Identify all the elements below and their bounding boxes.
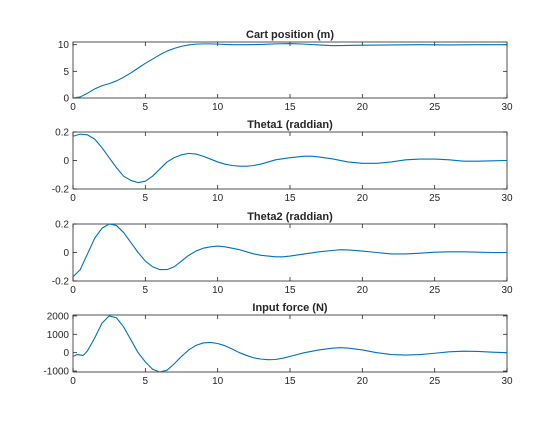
theta2-x-tick-label: 0 xyxy=(70,285,76,296)
cart-position-y-tick-label: 0 xyxy=(63,94,69,105)
input-force-y-tick-label: 2000 xyxy=(47,311,70,322)
theta1-plot-box xyxy=(72,131,508,190)
cart-position-series-line xyxy=(73,43,507,98)
theta2-x-tick-label: 10 xyxy=(212,285,224,296)
input-force-series-line xyxy=(73,315,507,372)
input-force-x-tick-label: 0 xyxy=(70,376,76,387)
theta2-x-tick-label: 25 xyxy=(429,285,441,296)
input-force-plot-box xyxy=(72,314,508,373)
theta2-series-line xyxy=(73,224,507,278)
input-force-y-tick-label: 1000 xyxy=(47,330,70,341)
cart-position-plot-box xyxy=(72,41,508,99)
theta2-title: Theta2 (raddian) xyxy=(247,211,333,223)
theta2-x-tick-label: 30 xyxy=(501,285,513,296)
cart-position-title: Cart position (m) xyxy=(246,29,334,41)
theta1-x-tick-label: 30 xyxy=(501,193,513,204)
theta1-y-tick-label: 0 xyxy=(63,156,69,167)
theta1-series-line xyxy=(73,133,507,184)
theta1-x-tick-label: 15 xyxy=(284,193,296,204)
theta2-y-tick-label: 0.2 xyxy=(55,220,69,231)
theta2-x-tick-label: 5 xyxy=(143,285,149,296)
cart-position-x-tick-label: 25 xyxy=(429,102,441,113)
theta1-x-tick-label: 25 xyxy=(429,193,441,204)
cart-position-axes: 0 5 10 15 20 25 30 0 5 10 Cart position (m) xyxy=(58,29,513,113)
input-force-x-tick-label: 20 xyxy=(357,376,369,387)
cart-position-y-tick-label: 10 xyxy=(58,40,70,51)
theta1-x-tick-label: 20 xyxy=(357,193,369,204)
cart-position-x-tick-label: 10 xyxy=(212,102,224,113)
input-force-x-tick-label: 25 xyxy=(429,376,441,387)
input-force-x-tick-label: 10 xyxy=(212,376,224,387)
cart-position-x-tick-label: 15 xyxy=(284,102,296,113)
theta1-x-tick-label: 0 xyxy=(70,193,76,204)
input-force-x-tick-label: 5 xyxy=(143,376,149,387)
theta1-y-tick-label: 0.2 xyxy=(55,128,69,139)
cart-position-x-tick-label: 20 xyxy=(357,102,369,113)
input-force-y-tick-label: 0 xyxy=(63,348,69,359)
theta1-y-tick-label: -0.2 xyxy=(52,185,70,196)
input-force-y-tick-label: -1000 xyxy=(43,367,69,378)
theta2-x-tick-label: 15 xyxy=(284,285,296,296)
input-force-x-tick-label: 15 xyxy=(284,376,296,387)
theta1-x-tick-label: 5 xyxy=(143,193,149,204)
cart-position-x-tick-label: 30 xyxy=(501,102,513,113)
theta1-x-tick-label: 10 xyxy=(212,193,224,204)
cart-position-x-tick-label: 5 xyxy=(143,102,149,113)
theta2-y-tick-label: 0 xyxy=(63,248,69,259)
theta2-x-tick-label: 20 xyxy=(357,285,369,296)
theta1-title: Theta1 (raddian) xyxy=(247,119,333,131)
input-force-x-tick-label: 30 xyxy=(501,376,513,387)
cart-position-x-tick-label: 0 xyxy=(70,102,76,113)
input-force-title: Input force (N) xyxy=(252,302,327,314)
theta2-y-tick-label: -0.2 xyxy=(52,277,70,288)
cart-position-y-tick-label: 5 xyxy=(63,67,69,78)
